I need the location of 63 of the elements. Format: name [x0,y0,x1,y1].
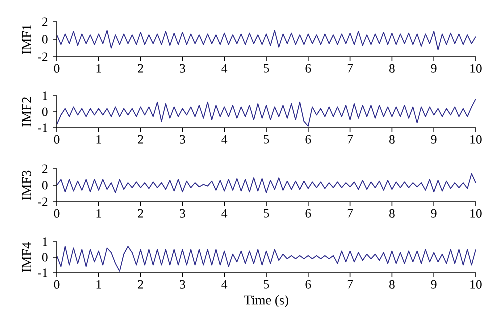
y-tick-label: 0 [42,181,48,190]
y-tick-label: 1 [43,238,48,246]
y-tick-label: -2 [38,198,48,206]
x-tick-label: 5 [264,280,270,289]
x-tick-label: 3 [180,64,186,73]
x-tick-label: 4 [222,64,228,73]
y-axis-title: IMF1 [22,25,32,54]
x-tick-label: 6 [306,280,312,289]
x-tick-label: 3 [180,280,186,289]
x-tick-label: 4 [222,280,228,289]
x-tick-label: 3 [180,209,186,218]
y-tick-label: 2 [42,164,48,174]
x-tick-label: 10 [470,135,482,144]
x-tick-label: 0 [54,209,60,218]
y-tick-label: 0 [42,108,48,116]
y-tick-label: -1 [38,124,48,132]
x-tick-label: 9 [431,64,437,73]
x-tick-label: 0 [54,135,60,144]
x-tick-label: 8 [390,280,395,289]
x-tick-label: 4 [222,135,228,144]
x-tick-label: 2 [138,280,144,289]
line-series [57,30,476,50]
y-tick-label: 0 [42,35,48,44]
x-tick-label: 5 [264,64,270,73]
x-tick-label: 9 [431,135,437,144]
x-tick-label: 0 [54,64,60,73]
x-tick-label: 10 [470,280,482,289]
x-tick-label: 7 [348,280,354,289]
x-tick-label: 6 [306,135,312,144]
x-tick-label: 10 [470,209,482,218]
x-tick-label: 8 [390,209,395,218]
x-tick-label: 1 [96,135,102,144]
y-axis-title: IMF3 [22,170,32,200]
x-tick-label: 0 [54,280,60,289]
x-tick-label: 7 [348,135,354,144]
x-tick-label: 6 [306,64,312,73]
x-tick-label: 5 [264,135,270,144]
x-tick-label: 4 [222,209,228,218]
x-tick-label: 7 [348,64,354,73]
y-tick-label: 1 [43,92,48,100]
y-tick-label: 2 [42,18,48,26]
y-tick-label: -1 [38,268,48,278]
x-tick-label: 7 [348,209,354,218]
x-tick-label: 8 [390,135,395,144]
x-tick-label: 5 [264,209,270,218]
x-tick-label: 10 [470,64,482,73]
x-tick-label: 3 [180,135,186,144]
y-axis-title: IMF2 [22,98,32,127]
x-tick-label: 2 [138,135,144,144]
x-tick-label: 9 [431,280,437,289]
y-tick-label: 0 [42,253,48,262]
x-tick-label: 6 [306,209,312,218]
x-tick-label: 2 [138,64,144,73]
x-tick-label: 1 [96,64,102,73]
x-tick-label: 2 [138,209,144,218]
x-tick-label: 9 [431,209,437,218]
x-tick-label: 1 [96,280,102,289]
x-tick-label: 8 [390,64,395,73]
x-axis-title: Time (s) [244,295,288,308]
line-series [57,173,476,194]
x-tick-label: 1 [96,209,102,218]
y-tick-label: -2 [38,52,48,62]
y-axis-title: IMF4 [22,242,32,272]
